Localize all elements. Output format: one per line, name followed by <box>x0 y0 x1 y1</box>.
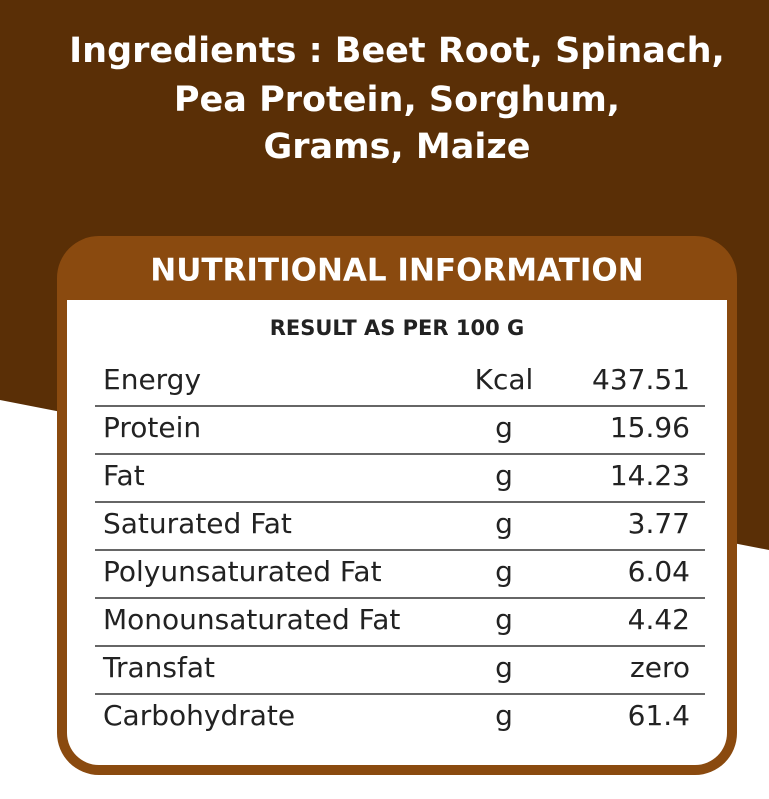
panel-subtitle: RESULT AS PER 100 G <box>270 316 525 340</box>
nutrient-value: 14.23 <box>610 459 690 492</box>
nutrient-unit: g <box>495 507 513 540</box>
nutrient-name: Saturated Fat <box>103 507 292 540</box>
nutrient-name: Polyunsaturated Fat <box>103 555 382 588</box>
nutrient-value: 6.04 <box>628 555 690 588</box>
nutrient-unit: g <box>495 459 513 492</box>
nutrient-unit: Kcal <box>475 363 534 396</box>
nutrient-value: 4.42 <box>628 603 690 636</box>
panel-title: NUTRITIONAL INFORMATION <box>150 253 643 289</box>
nutrient-name: Monounsaturated Fat <box>103 603 400 636</box>
nutrient-name: Energy <box>103 363 201 396</box>
nutrient-name: Transfat <box>102 651 215 684</box>
nutrient-value: 61.4 <box>628 699 690 732</box>
nutrient-name: Carbohydrate <box>103 699 295 732</box>
nutrient-value: 437.51 <box>592 363 690 396</box>
nutrient-unit: g <box>495 603 513 636</box>
nutrient-unit: g <box>495 411 513 444</box>
nutrient-name: Protein <box>103 411 201 444</box>
ingredients-line: Grams, Maize <box>264 127 531 167</box>
nutrient-value: 3.77 <box>628 507 690 540</box>
ingredients-line: Ingredients : Beet Root, Spinach, <box>69 31 725 71</box>
nutrient-value: 15.96 <box>610 411 690 444</box>
panel-body-top <box>67 300 727 340</box>
nutrient-value: zero <box>630 651 690 684</box>
ingredients-line: Pea Protein, Sorghum, <box>174 80 620 120</box>
nutrient-name: Fat <box>103 459 145 492</box>
nutrient-unit: g <box>495 699 513 732</box>
panel-body <box>67 300 727 765</box>
nutrient-unit: g <box>495 651 513 684</box>
nutrient-unit: g <box>495 555 513 588</box>
